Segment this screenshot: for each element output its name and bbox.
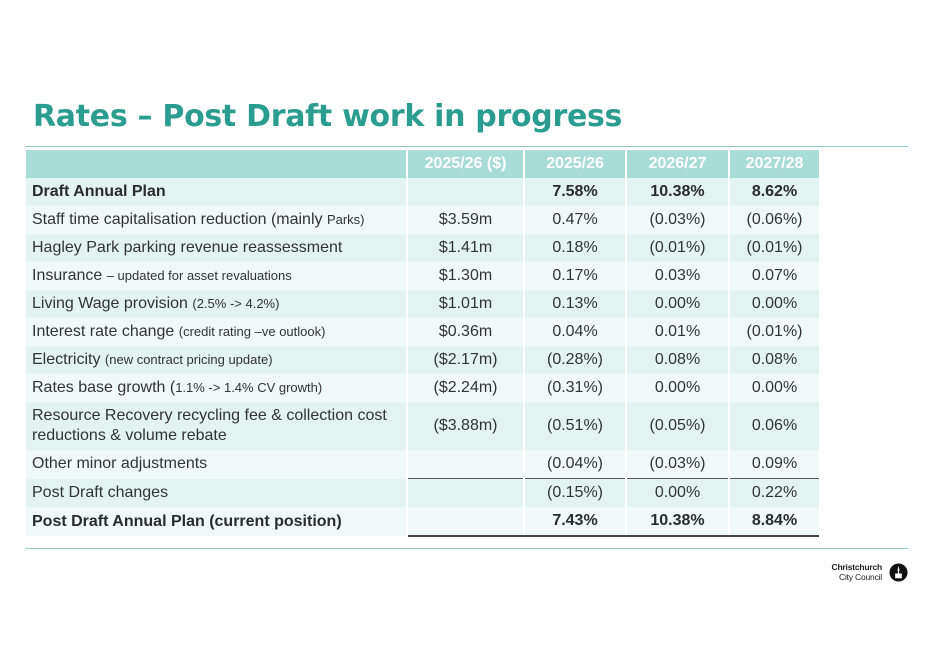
row-2027-28: (0.06%): [729, 206, 819, 234]
row-label: Electricity (new contract pricing update…: [26, 346, 408, 374]
logo-text: Christchurch City Council: [831, 562, 883, 582]
bottom-divider: [25, 548, 908, 549]
row-2027-28: 0.06%: [729, 402, 819, 450]
row-2027-28: (0.01%): [729, 234, 819, 262]
row-2026-27: (0.05%): [626, 402, 730, 450]
header-2026-27: 2026/27: [626, 150, 730, 178]
header-amount: 2025/26 ($): [407, 150, 525, 178]
table-row-post-draft-changes: Post Draft changes (0.15%) 0.00% 0.22%: [26, 478, 819, 507]
row-amount: $1.30m: [407, 262, 525, 290]
table-row: Other minor adjustments (0.04%) (0.03%) …: [26, 450, 819, 479]
row-2025-26: (0.15%): [524, 478, 627, 507]
table-row-post-draft-annual-plan: Post Draft Annual Plan (current position…: [26, 507, 819, 537]
council-logo: Christchurch City Council: [831, 562, 908, 583]
logo-line-1: Christchurch: [831, 562, 883, 572]
row-2025-26: 0.18%: [524, 234, 627, 262]
row-label: Other minor adjustments: [26, 450, 408, 479]
row-2027-28: 0.00%: [729, 374, 819, 402]
row-amount: ($2.17m): [407, 346, 525, 374]
row-note: Parks): [326, 212, 365, 227]
row-2027-28: 0.00%: [729, 290, 819, 318]
row-note: (credit rating –ve outlook): [178, 324, 326, 339]
row-2025-26: (0.31%): [524, 374, 627, 402]
row-label: Post Draft changes: [26, 478, 408, 507]
row-label: Resource Recovery recycling fee & collec…: [26, 402, 408, 450]
row-amount: $3.59m: [407, 206, 525, 234]
row-amount: [407, 178, 525, 206]
top-divider: [25, 146, 908, 147]
row-2025-26: (0.51%): [524, 402, 627, 450]
table-row: Living Wage provision (2.5% -> 4.2%) $1.…: [26, 290, 819, 318]
row-2026-27: 10.38%: [626, 178, 730, 206]
table-row: Insurance – updated for asset revaluatio…: [26, 262, 819, 290]
table-row: Resource Recovery recycling fee & collec…: [26, 402, 819, 450]
row-2026-27: 0.01%: [626, 318, 730, 346]
row-amount: $1.41m: [407, 234, 525, 262]
row-2026-27: (0.03%): [626, 450, 730, 479]
row-2027-28: 0.09%: [729, 450, 819, 479]
rates-table: 2025/26 ($) 2025/26 2026/27 2027/28 Draf…: [26, 150, 819, 537]
row-2025-26: 0.13%: [524, 290, 627, 318]
row-2027-28: (0.01%): [729, 318, 819, 346]
row-label: Interest rate change (credit rating –ve …: [26, 318, 408, 346]
row-label: Hagley Park parking revenue reassessment: [26, 234, 408, 262]
row-amount: [407, 478, 525, 507]
row-2027-28: 0.07%: [729, 262, 819, 290]
row-2025-26: 7.58%: [524, 178, 627, 206]
row-2026-27: (0.01%): [626, 234, 730, 262]
table-row: Interest rate change (credit rating –ve …: [26, 318, 819, 346]
row-label: Rates base growth (1.1% -> 1.4% CV growt…: [26, 374, 408, 402]
row-2026-27: 0.00%: [626, 290, 730, 318]
row-note: – updated for asset revaluations: [106, 268, 292, 283]
header-blank: [26, 150, 408, 178]
row-2026-27: 0.00%: [626, 478, 730, 507]
table-row: Electricity (new contract pricing update…: [26, 346, 819, 374]
row-2026-27: 0.00%: [626, 374, 730, 402]
row-2027-28: 0.08%: [729, 346, 819, 374]
row-amount: ($3.88m): [407, 402, 525, 450]
row-2026-27: 0.03%: [626, 262, 730, 290]
row-label: Living Wage provision (2.5% -> 4.2%): [26, 290, 408, 318]
row-note: (2.5% -> 4.2%): [192, 296, 280, 311]
row-2027-28: 8.84%: [729, 507, 819, 537]
table-row: Staff time capitalisation reduction (mai…: [26, 206, 819, 234]
row-amount: [407, 450, 525, 479]
row-note: (new contract pricing update): [104, 352, 273, 367]
row-2026-27: 10.38%: [626, 507, 730, 537]
cathedral-mark-icon: [889, 563, 908, 582]
row-amount: $1.01m: [407, 290, 525, 318]
page-title: Rates – Post Draft work in progress: [33, 99, 623, 134]
header-2025-26: 2025/26: [524, 150, 627, 178]
row-2025-26: 0.17%: [524, 262, 627, 290]
row-2025-26: 7.43%: [524, 507, 627, 537]
table-row-draft-annual-plan: Draft Annual Plan 7.58% 10.38% 8.62%: [26, 178, 819, 206]
row-note: 1.1% -> 1.4% CV growth): [175, 380, 323, 395]
table-header-row: 2025/26 ($) 2025/26 2026/27 2027/28: [26, 150, 819, 178]
table-row: Hagley Park parking revenue reassessment…: [26, 234, 819, 262]
row-label: Staff time capitalisation reduction (mai…: [26, 206, 408, 234]
row-amount: $0.36m: [407, 318, 525, 346]
row-label: Draft Annual Plan: [26, 178, 408, 206]
row-2026-27: 0.08%: [626, 346, 730, 374]
header-2027-28: 2027/28: [729, 150, 819, 178]
row-amount: [407, 507, 525, 537]
row-2027-28: 0.22%: [729, 478, 819, 507]
row-2025-26: 0.47%: [524, 206, 627, 234]
row-2027-28: 8.62%: [729, 178, 819, 206]
row-2026-27: (0.03%): [626, 206, 730, 234]
row-amount: ($2.24m): [407, 374, 525, 402]
row-2025-26: 0.04%: [524, 318, 627, 346]
row-label: Insurance – updated for asset revaluatio…: [26, 262, 408, 290]
table-row: Rates base growth (1.1% -> 1.4% CV growt…: [26, 374, 819, 402]
row-label: Post Draft Annual Plan (current position…: [26, 507, 408, 536]
row-2025-26: (0.28%): [524, 346, 627, 374]
logo-line-2: City Council: [839, 571, 882, 582]
row-2025-26: (0.04%): [524, 450, 627, 479]
